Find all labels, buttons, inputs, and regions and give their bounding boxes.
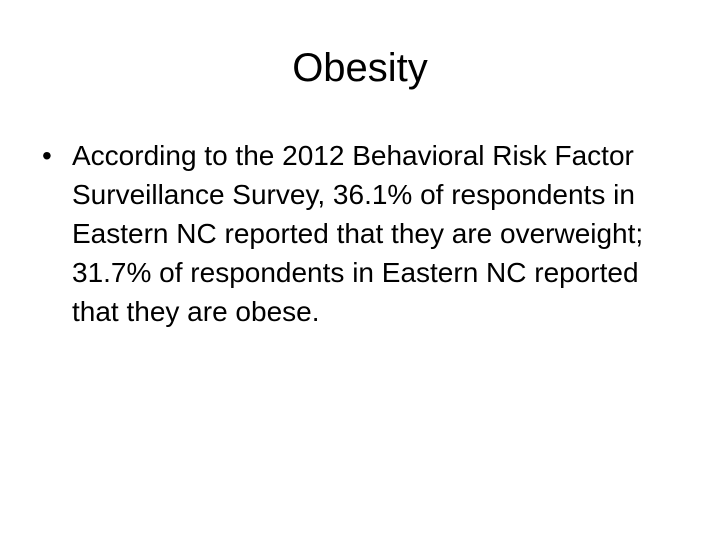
slide-title: Obesity [292, 46, 428, 90]
bullet-item: According to the 2012 Behavioral Risk Fa… [42, 136, 664, 331]
bullet-list: According to the 2012 Behavioral Risk Fa… [42, 136, 664, 331]
